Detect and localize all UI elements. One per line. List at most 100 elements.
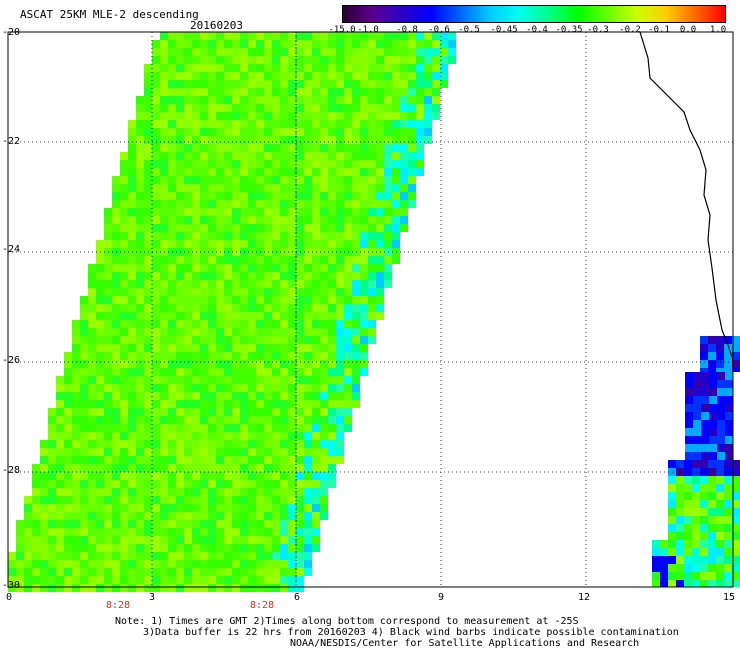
swath-cell bbox=[176, 80, 184, 88]
swath-cell bbox=[176, 520, 184, 528]
coastal-cell bbox=[676, 540, 684, 548]
swath-cell bbox=[208, 88, 216, 96]
swath-cell bbox=[264, 288, 272, 296]
swath-cell bbox=[64, 520, 72, 528]
swath-cell bbox=[376, 312, 384, 320]
swath-cell bbox=[248, 584, 256, 592]
swath-cell bbox=[112, 504, 120, 512]
swath-cell bbox=[192, 464, 200, 472]
swath-cell bbox=[192, 392, 200, 400]
colorbar-label: -0.5 bbox=[458, 25, 480, 35]
swath-cell bbox=[408, 168, 416, 176]
swath-cell bbox=[160, 176, 168, 184]
swath-cell bbox=[272, 376, 280, 384]
swath-cell bbox=[136, 224, 144, 232]
swath-cell bbox=[24, 544, 32, 552]
swath-cell bbox=[200, 368, 208, 376]
swath-cell bbox=[80, 536, 88, 544]
swath-cell bbox=[200, 320, 208, 328]
swath-cell bbox=[312, 208, 320, 216]
swath-cell bbox=[216, 144, 224, 152]
swath-cell bbox=[184, 352, 192, 360]
swath-cell bbox=[168, 280, 176, 288]
swath-cell bbox=[208, 384, 216, 392]
swath-cell bbox=[312, 368, 320, 376]
swath-cell bbox=[168, 480, 176, 488]
swath-cell bbox=[160, 184, 168, 192]
swath-cell bbox=[136, 512, 144, 520]
swath-cell bbox=[224, 176, 232, 184]
swath-cell bbox=[176, 88, 184, 96]
swath-cell bbox=[256, 456, 264, 464]
swath-cell bbox=[328, 96, 336, 104]
swath-cell bbox=[136, 584, 144, 592]
swath-cell bbox=[120, 240, 128, 248]
swath-cell bbox=[144, 216, 152, 224]
swath-cell bbox=[296, 400, 304, 408]
swath-cell bbox=[128, 344, 136, 352]
swath-cell bbox=[272, 480, 280, 488]
swath-cell bbox=[304, 80, 312, 88]
swath-cell bbox=[368, 168, 376, 176]
swath-cell bbox=[200, 584, 208, 592]
swath-cell bbox=[144, 368, 152, 376]
swath-cell bbox=[136, 504, 144, 512]
swath-cell bbox=[264, 144, 272, 152]
swath-cell bbox=[280, 384, 288, 392]
swath-cell bbox=[192, 40, 200, 48]
swath-cell bbox=[296, 464, 304, 472]
swath-cell bbox=[184, 104, 192, 112]
swath-cell bbox=[248, 312, 256, 320]
swath-cell bbox=[168, 120, 176, 128]
swath-cell bbox=[224, 456, 232, 464]
swath-cell bbox=[400, 96, 408, 104]
swath-cell bbox=[24, 568, 32, 576]
coastal-cell bbox=[676, 556, 684, 564]
swath-cell bbox=[64, 560, 72, 568]
swath-cell bbox=[272, 272, 280, 280]
coastal-cell bbox=[732, 548, 740, 556]
swath-cell bbox=[128, 232, 136, 240]
swath-cell bbox=[264, 240, 272, 248]
swath-cell bbox=[160, 504, 168, 512]
swath-cell bbox=[48, 584, 56, 592]
swath-cell bbox=[312, 304, 320, 312]
swath-cell bbox=[336, 400, 344, 408]
swath-cell bbox=[200, 384, 208, 392]
swath-cell bbox=[328, 216, 336, 224]
swath-cell bbox=[152, 80, 160, 88]
swath-cell bbox=[248, 48, 256, 56]
swath-cell bbox=[144, 584, 152, 592]
swath-cell bbox=[32, 520, 40, 528]
swath-cell bbox=[144, 568, 152, 576]
swath-cell bbox=[264, 520, 272, 528]
swath-cell bbox=[272, 88, 280, 96]
swath-cell bbox=[208, 560, 216, 568]
swath-cell bbox=[320, 296, 328, 304]
swath-cell bbox=[144, 432, 152, 440]
swath-cell bbox=[152, 296, 160, 304]
swath-cell bbox=[280, 80, 288, 88]
swath-cell bbox=[176, 480, 184, 488]
swath-cell bbox=[160, 216, 168, 224]
swath-cell bbox=[136, 184, 144, 192]
coastal-cell bbox=[652, 548, 660, 556]
swath-cell bbox=[392, 160, 400, 168]
swath-cell bbox=[360, 344, 368, 352]
swath-cell bbox=[232, 528, 240, 536]
swath-cell bbox=[144, 256, 152, 264]
swath-cell bbox=[328, 40, 336, 48]
coastal-cell bbox=[692, 500, 700, 508]
swath-cell bbox=[136, 488, 144, 496]
swath-cell bbox=[352, 168, 360, 176]
swath-cell bbox=[56, 480, 64, 488]
swath-cell bbox=[296, 336, 304, 344]
swath-cell bbox=[216, 56, 224, 64]
swath-cell bbox=[216, 304, 224, 312]
swath-cell bbox=[56, 536, 64, 544]
swath-cell bbox=[288, 200, 296, 208]
swath-cell bbox=[192, 216, 200, 224]
coastal-cell bbox=[700, 508, 708, 516]
coastal-cell bbox=[708, 368, 716, 372]
swath-cell bbox=[320, 360, 328, 368]
